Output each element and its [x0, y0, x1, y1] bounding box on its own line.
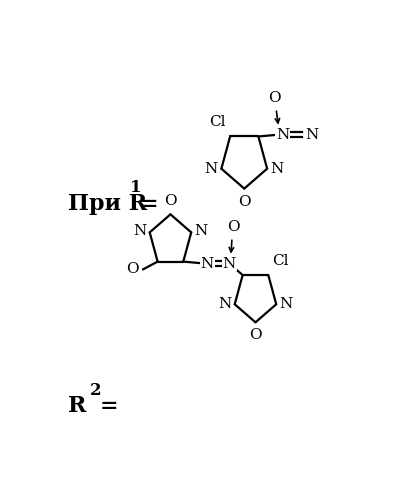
- Text: При R: При R: [68, 193, 147, 215]
- Text: Cl: Cl: [271, 254, 288, 268]
- Text: N: N: [194, 224, 207, 238]
- Text: N: N: [304, 128, 318, 142]
- Text: N: N: [200, 256, 214, 270]
- Text: =: =: [140, 193, 158, 215]
- Text: O: O: [268, 91, 280, 105]
- Text: O: O: [226, 220, 239, 234]
- Text: Cl: Cl: [208, 115, 225, 129]
- Text: N: N: [275, 128, 288, 142]
- Text: 2: 2: [89, 382, 101, 399]
- Text: O: O: [164, 194, 176, 208]
- Text: N: N: [133, 224, 146, 238]
- Text: N: N: [204, 162, 217, 176]
- Text: O: O: [249, 328, 261, 342]
- Text: R: R: [68, 395, 86, 417]
- Text: =: =: [99, 395, 118, 417]
- Text: N: N: [270, 162, 283, 176]
- Text: 1: 1: [130, 179, 142, 196]
- Text: N: N: [222, 256, 235, 270]
- Text: N: N: [279, 297, 292, 311]
- Text: N: N: [218, 297, 231, 311]
- Text: O: O: [237, 196, 250, 210]
- Text: O: O: [126, 262, 138, 276]
